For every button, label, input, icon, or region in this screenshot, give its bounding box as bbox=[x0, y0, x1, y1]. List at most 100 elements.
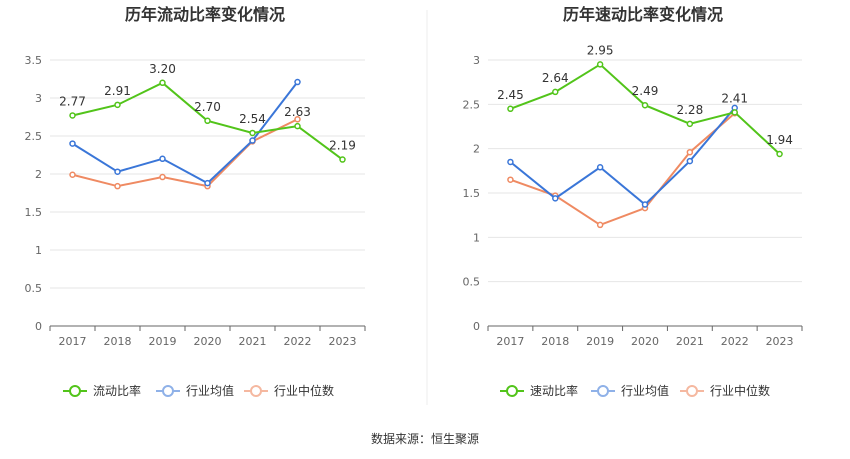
data-labels: 2.77 2.91 3.20 2.70 2.54 2.63 2.19 bbox=[59, 62, 356, 153]
data-point-2 bbox=[114, 182, 121, 190]
data-point-2 bbox=[507, 176, 514, 183]
y-tick-label: 2.5 bbox=[463, 98, 481, 111]
x-tick-label: 2019 bbox=[586, 335, 614, 348]
data-label: 2.70 bbox=[194, 100, 221, 114]
data-label: 2.95 bbox=[587, 43, 614, 57]
x-tick-label: 2022 bbox=[284, 335, 312, 348]
data-label: 2.41 bbox=[721, 91, 748, 105]
data-label: 1.94 bbox=[766, 133, 793, 147]
legend-item-0: 速动比率 bbox=[500, 383, 578, 398]
legend-item-2: 行业中位数 bbox=[244, 383, 334, 398]
data-label: 2.91 bbox=[104, 84, 131, 98]
legend-item-0: 流动比率 bbox=[63, 383, 141, 398]
legend-marker-icon bbox=[162, 385, 174, 397]
data-point-2 bbox=[69, 171, 76, 179]
legend-label: 行业均值 bbox=[186, 383, 234, 398]
x-tick-label: 2022 bbox=[721, 335, 749, 348]
data-label: 2.63 bbox=[284, 105, 311, 119]
data-labels: 2.45 2.64 2.95 2.49 2.28 2.41 1.94 bbox=[497, 43, 793, 147]
data-point-1 bbox=[204, 179, 211, 187]
y-tick-label: 1 bbox=[35, 244, 42, 257]
x-tick-label: 2020 bbox=[631, 335, 659, 348]
y-tick-label: 3 bbox=[35, 92, 42, 105]
data-point-0 bbox=[204, 117, 211, 125]
data-point-1 bbox=[507, 158, 514, 166]
data-point-0 bbox=[159, 79, 166, 87]
x-tick-label: 2019 bbox=[149, 335, 177, 348]
data-point-1 bbox=[686, 157, 694, 165]
data-point-1 bbox=[159, 155, 166, 163]
series-line-1 bbox=[509, 107, 736, 206]
x-tick-label: 2023 bbox=[766, 335, 794, 348]
x-tick-label: 2018 bbox=[104, 335, 132, 348]
y-tick-label: 0.5 bbox=[463, 276, 481, 289]
x-tick-label: 2021 bbox=[676, 335, 704, 348]
y-tick-label: 2 bbox=[35, 168, 42, 181]
data-point-0 bbox=[641, 101, 649, 109]
axes: 0 0.5 1 1.5 2 2.5 3 3.5 2017 2018 2019 2020 2021 2022… bbox=[25, 54, 366, 348]
data-point-0 bbox=[114, 101, 121, 109]
data-point-1 bbox=[249, 137, 256, 144]
data-label: 2.19 bbox=[329, 139, 356, 153]
legend-marker-icon bbox=[686, 385, 698, 397]
y-tick-label: 1 bbox=[473, 231, 480, 244]
data-label: 2.45 bbox=[497, 88, 524, 102]
legend-marker-icon bbox=[69, 385, 81, 397]
y-tick-label: 0 bbox=[35, 320, 42, 333]
legend: 速动比率 行业均值 行业中位数 bbox=[500, 383, 770, 398]
data-point-0 bbox=[686, 120, 694, 128]
data-label: 2.54 bbox=[239, 112, 266, 126]
data-point-0 bbox=[249, 129, 256, 137]
series-line-2 bbox=[510, 112, 736, 227]
x-tick-label: 2020 bbox=[194, 335, 222, 348]
data-point-0 bbox=[294, 122, 301, 130]
data-point-0 bbox=[507, 105, 514, 113]
y-tick-label: 1.5 bbox=[463, 187, 481, 200]
chart-title: 历年速动比率变化情况 bbox=[563, 5, 723, 24]
current-ratio-chart: 历年流动比率变化情况 0 0.5 1 1.5 2 2.5 3 3.5 2017 2018 2019 2… bbox=[25, 5, 366, 398]
data-point-1 bbox=[294, 78, 301, 86]
legend-marker-icon bbox=[506, 385, 518, 397]
data-label: 2.28 bbox=[676, 103, 703, 117]
legend-item-1: 行业均值 bbox=[591, 383, 669, 398]
data-point-0 bbox=[596, 61, 604, 68]
grid-lines bbox=[50, 59, 365, 289]
data-label: 2.49 bbox=[632, 84, 659, 98]
x-tick-label: 2017 bbox=[59, 335, 87, 348]
y-tick-label: 3 bbox=[473, 54, 480, 67]
data-point-2 bbox=[686, 148, 694, 156]
series-lines bbox=[69, 78, 346, 190]
y-tick-label: 2 bbox=[473, 143, 480, 156]
y-tick-label: 2.5 bbox=[25, 130, 43, 143]
data-point-1 bbox=[641, 201, 649, 208]
legend-label: 流动比率 bbox=[93, 383, 141, 398]
x-tick-label: 2018 bbox=[541, 335, 569, 348]
chart-title: 历年流动比率变化情况 bbox=[125, 5, 285, 24]
legend-label: 行业均值 bbox=[621, 383, 669, 398]
legend-label: 速动比率 bbox=[530, 383, 578, 398]
data-point-0 bbox=[69, 112, 76, 119]
x-tick-label: 2021 bbox=[239, 335, 267, 348]
x-tick-label: 2017 bbox=[496, 335, 524, 348]
series-lines bbox=[507, 61, 783, 229]
data-point-0 bbox=[776, 150, 783, 158]
data-point-0 bbox=[731, 109, 738, 116]
legend: 流动比率 行业均值 行业中位数 bbox=[63, 383, 334, 398]
legend-marker-icon bbox=[250, 385, 262, 397]
data-point-0 bbox=[339, 156, 346, 163]
series-line-1 bbox=[71, 81, 299, 185]
data-point-0 bbox=[552, 88, 559, 96]
legend-label: 行业中位数 bbox=[274, 383, 334, 398]
data-source-note: 数据来源：恒生聚源 bbox=[370, 432, 479, 446]
data-point-1 bbox=[596, 164, 604, 171]
legend-label: 行业中位数 bbox=[710, 383, 770, 398]
data-point-2 bbox=[596, 221, 604, 229]
y-tick-label: 0 bbox=[473, 320, 480, 333]
series-line-2 bbox=[72, 118, 298, 188]
data-point-1 bbox=[552, 195, 559, 202]
data-label: 3.20 bbox=[149, 62, 176, 76]
x-tick-label: 2023 bbox=[329, 335, 357, 348]
legend-item-1: 行业均值 bbox=[156, 383, 234, 398]
data-label: 2.64 bbox=[542, 71, 569, 85]
